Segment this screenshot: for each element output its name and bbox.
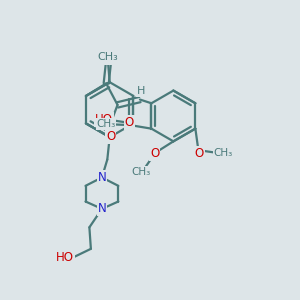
Text: O: O <box>150 147 160 160</box>
Text: H: H <box>137 86 146 96</box>
Text: HO: HO <box>56 251 74 264</box>
Text: O: O <box>125 116 134 129</box>
Text: HO: HO <box>94 113 112 126</box>
Text: N: N <box>98 171 106 184</box>
Text: O: O <box>106 130 115 143</box>
Text: N: N <box>98 202 106 215</box>
Text: O: O <box>103 51 114 64</box>
Text: CH₃: CH₃ <box>96 119 116 129</box>
Text: O: O <box>194 147 204 160</box>
Text: CH₃: CH₃ <box>131 167 150 177</box>
Text: CH₃: CH₃ <box>98 52 118 61</box>
Text: CH₃: CH₃ <box>214 148 233 158</box>
